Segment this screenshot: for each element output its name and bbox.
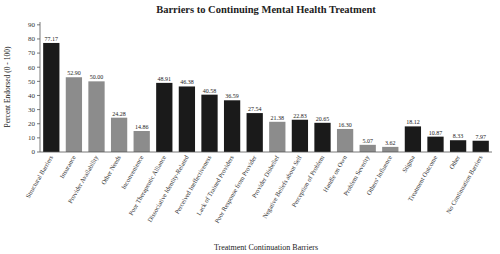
data-label: 14.86 xyxy=(135,124,149,130)
bar xyxy=(337,129,353,152)
x-tick-label: Treatment Outcome xyxy=(406,154,438,203)
bar xyxy=(269,122,285,152)
x-tick-label: Stigma xyxy=(400,154,415,174)
x-tick-label: Poor Therapeutic Alliance xyxy=(127,154,167,217)
bar xyxy=(134,131,150,152)
data-label: 24.28 xyxy=(112,111,126,117)
y-axis xyxy=(40,22,41,152)
y-tick-label: 90 xyxy=(28,21,36,29)
data-label: 77.17 xyxy=(45,36,59,42)
bar xyxy=(43,43,59,152)
bar xyxy=(473,141,489,152)
data-label: 5.07 xyxy=(362,138,373,144)
y-tick-label: 10 xyxy=(28,134,36,142)
x-tick-label: Other Needs xyxy=(100,154,123,186)
data-label: 16.30 xyxy=(338,122,352,128)
bar xyxy=(450,140,466,152)
bar xyxy=(156,83,172,152)
y-tick xyxy=(37,109,40,110)
y-tick xyxy=(37,95,40,96)
y-tick-label: 50 xyxy=(28,78,36,86)
title: Barriers to Continuing Mental Health Tre… xyxy=(156,4,376,15)
x-axis xyxy=(40,152,492,153)
data-label: 10.87 xyxy=(429,130,443,136)
y-tick-label: 60 xyxy=(28,64,36,72)
x-axis-label: Treatment Continuation Barriers xyxy=(214,243,318,252)
data-label: 20.65 xyxy=(316,116,330,122)
bar xyxy=(179,86,195,152)
x-tick-label: Others' Influence xyxy=(365,154,393,196)
x-tick-label: Dissociative Identity-Related xyxy=(146,153,190,223)
x-tick-label: Poor Response from Provider xyxy=(213,153,258,224)
x-tick-label: Inconvenience xyxy=(120,154,145,190)
bar xyxy=(382,147,398,152)
bar xyxy=(427,137,443,152)
bar xyxy=(314,123,330,152)
bars xyxy=(43,43,489,152)
y-tick xyxy=(37,81,40,82)
data-label: 48.91 xyxy=(158,76,172,82)
y-tick xyxy=(37,137,40,138)
y-tick-label: 70 xyxy=(28,49,36,57)
data-label: 27.54 xyxy=(248,106,262,112)
x-tick-label: No Continuation Barriers xyxy=(444,154,483,215)
data-label: 52.90 xyxy=(67,70,81,76)
bar xyxy=(201,95,217,152)
data-label: 46.38 xyxy=(180,79,194,85)
data-label: 21.38 xyxy=(271,115,285,121)
x-tick-label: Structural Barriers xyxy=(24,154,54,200)
y-tick xyxy=(37,38,40,39)
y-tick-label: 20 xyxy=(28,120,36,128)
x-tick-label: Insurance xyxy=(58,154,77,179)
x-tick-label: Other xyxy=(447,153,461,170)
y-tick xyxy=(37,53,40,54)
x-tick-label: Provider Availability xyxy=(66,153,100,204)
data-label: 36.59 xyxy=(225,93,239,99)
y-tick-label: 80 xyxy=(28,35,36,43)
y-tick-label: 30 xyxy=(28,106,36,114)
y-tick-label: 0 xyxy=(32,148,36,156)
data-label: 18.12 xyxy=(406,119,420,125)
bar xyxy=(292,120,308,152)
bar xyxy=(88,81,104,152)
x-tick-label: Negative Beliefs about Self xyxy=(261,153,303,219)
y-tick xyxy=(37,123,40,124)
bar xyxy=(360,145,376,152)
data-label: 8.33 xyxy=(453,133,464,139)
data-label: 7.97 xyxy=(475,134,486,140)
data-label: 50.00 xyxy=(90,74,104,80)
bar xyxy=(405,126,421,152)
y-tick xyxy=(37,67,40,68)
y-tick xyxy=(37,152,40,153)
bar xyxy=(111,118,127,152)
x-tick-label: Perception of Problem xyxy=(290,154,325,208)
bar xyxy=(66,77,82,152)
data-label: 3.62 xyxy=(385,140,396,146)
bar xyxy=(247,113,263,152)
data-label: 22.83 xyxy=(293,113,307,119)
data-label: 40.58 xyxy=(203,88,217,94)
y-tick xyxy=(37,24,40,25)
bar xyxy=(224,100,240,152)
x-tick-label: Lack of Trained Providers xyxy=(195,154,235,217)
y-axis-label: Percent Endorsed (0 - 100) xyxy=(3,46,12,127)
y-tick-label: 40 xyxy=(28,92,36,100)
chart: Barriers to Continuing Mental Health Tre… xyxy=(0,0,500,254)
